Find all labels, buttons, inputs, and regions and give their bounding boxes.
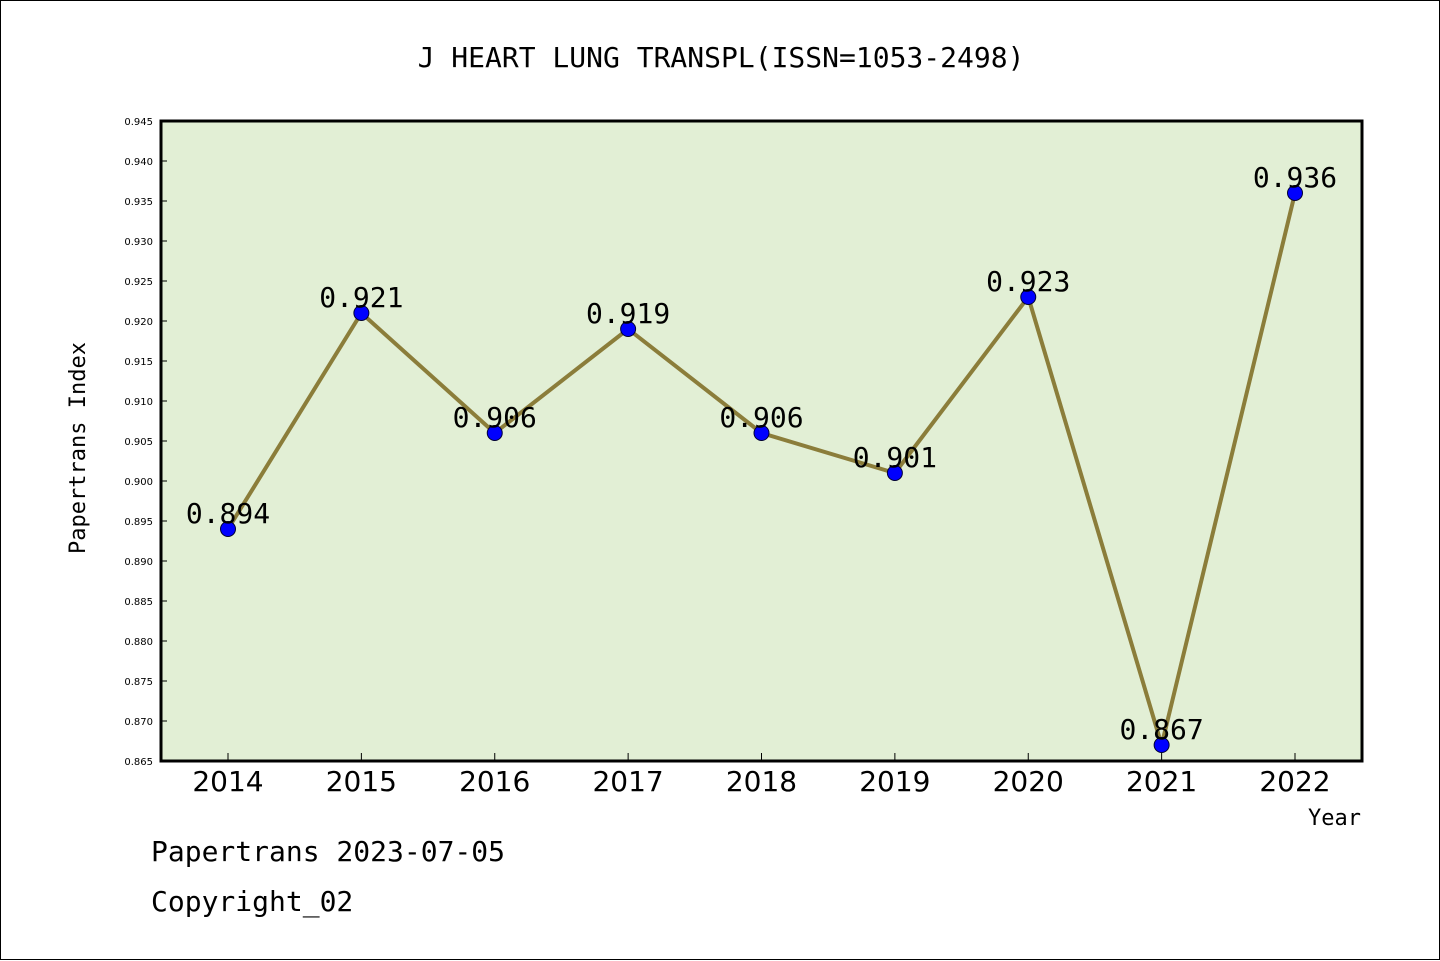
y-tick-label: 0.915 xyxy=(124,357,153,368)
data-point-marker xyxy=(353,305,370,321)
x-tick-label: 2016 xyxy=(459,765,530,798)
footer-copyright: Copyright_02 xyxy=(151,885,354,918)
y-tick-label: 0.900 xyxy=(124,477,153,488)
data-point-marker xyxy=(486,425,503,441)
y-tick-label: 0.935 xyxy=(124,197,153,208)
x-tick-label: 2021 xyxy=(1126,765,1197,798)
y-tick-label: 0.930 xyxy=(124,237,153,248)
y-tick-label: 0.940 xyxy=(124,157,153,168)
data-point-marker xyxy=(620,321,637,337)
data-label: 0.921 xyxy=(319,281,403,314)
x-axis-title: Year xyxy=(1308,806,1361,831)
footer-date: Papertrans 2023-07-05 xyxy=(151,835,506,868)
y-tick-label: 0.865 xyxy=(124,757,153,768)
data-point-marker xyxy=(753,425,770,441)
data-label-layer: 0.894 0.921 0.906 0.919 0.906 0.901 0.923 0.867… xyxy=(186,161,1337,746)
x-axis: 2014 2015 2016 2017 2018 2019 2020 2021 2022 xyxy=(192,753,1331,798)
y-axis-title: Papertrans Index xyxy=(66,342,91,554)
chart-title: J HEART LUNG TRANSPL(ISSN=1053-2498) xyxy=(418,41,1025,74)
data-label: 0.923 xyxy=(986,265,1070,298)
y-tick-label: 0.905 xyxy=(124,437,153,448)
x-tick-label: 2014 xyxy=(192,765,263,798)
x-tick-label: 2019 xyxy=(859,765,930,798)
x-tick-label: 2020 xyxy=(993,765,1064,798)
x-tick-label: 2018 xyxy=(726,765,797,798)
y-tick-label: 0.945 xyxy=(124,117,153,128)
y-tick-label: 0.910 xyxy=(124,397,153,408)
data-point-marker xyxy=(1020,289,1037,305)
data-label: 0.901 xyxy=(853,441,937,474)
data-point-marker xyxy=(220,521,236,537)
data-point-marker xyxy=(1153,737,1170,753)
y-tick-label: 0.880 xyxy=(124,637,153,648)
data-label: 0.894 xyxy=(186,497,270,530)
data-label: 0.919 xyxy=(586,297,670,330)
y-tick-label: 0.870 xyxy=(124,717,153,728)
series-layer xyxy=(220,185,1303,753)
y-tick-label: 0.875 xyxy=(124,677,153,688)
x-tick-label: 2017 xyxy=(592,765,663,798)
data-point-marker xyxy=(1287,185,1303,201)
y-tick-label: 0.925 xyxy=(124,277,153,288)
data-point-marker xyxy=(886,465,903,481)
data-label: 0.906 xyxy=(453,401,537,434)
data-label: 0.936 xyxy=(1253,161,1337,194)
data-label: 0.867 xyxy=(1119,713,1203,746)
x-tick-label: 2015 xyxy=(326,765,397,798)
data-label: 0.906 xyxy=(719,401,803,434)
x-tick-label: 2022 xyxy=(1259,765,1330,798)
y-tick-label: 0.885 xyxy=(124,597,153,608)
y-axis: 0.865 0.870 0.875 0.880 0.885 0.890 0.895 0.900… xyxy=(124,117,167,768)
y-tick-label: 0.895 xyxy=(124,517,153,528)
y-tick-label: 0.890 xyxy=(124,557,153,568)
y-tick-label: 0.920 xyxy=(124,317,153,328)
